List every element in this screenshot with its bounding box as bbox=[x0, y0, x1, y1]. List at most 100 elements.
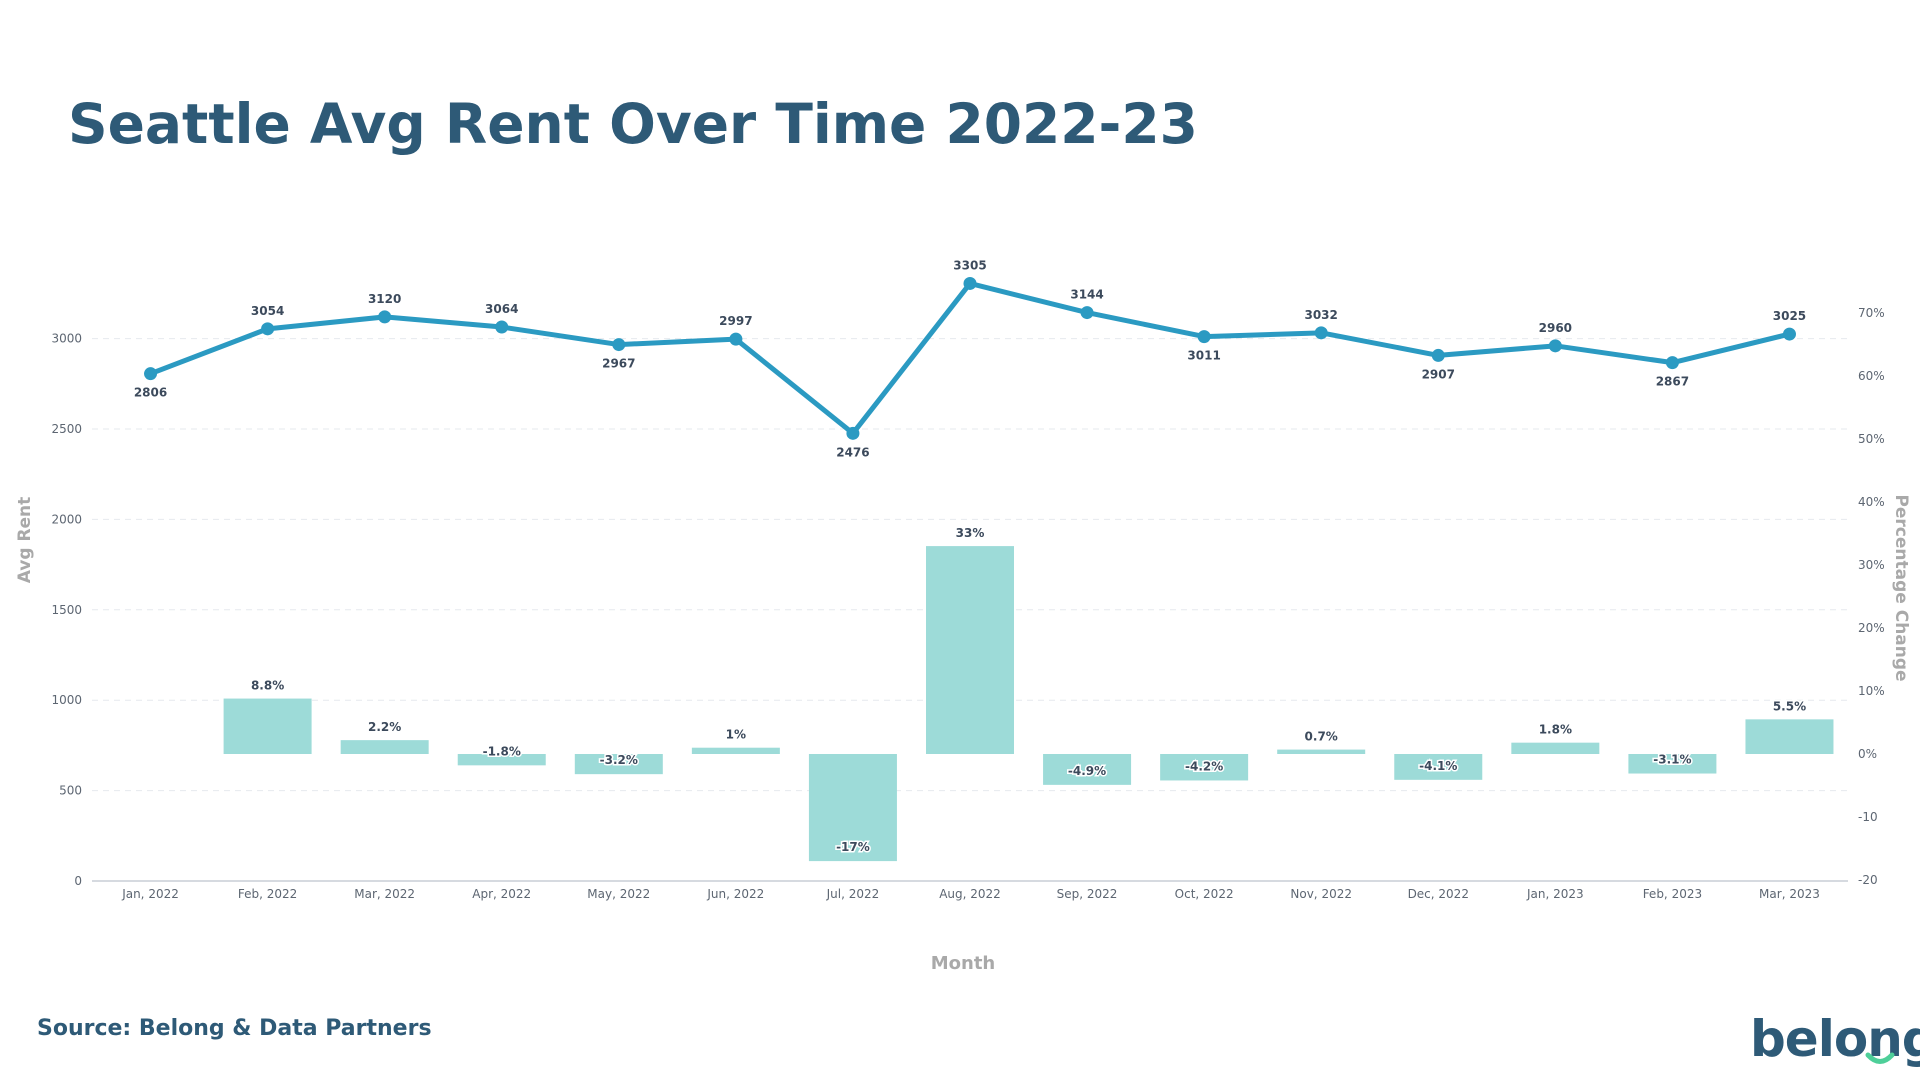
bar-label: -3.1% bbox=[1653, 753, 1691, 767]
y-tick-label: 2000 bbox=[51, 512, 82, 526]
x-tick-label: Nov, 2022 bbox=[1290, 887, 1352, 901]
y2-tick-label: 10% bbox=[1858, 684, 1885, 698]
bar bbox=[340, 740, 429, 754]
line-point bbox=[612, 338, 626, 352]
bar bbox=[808, 754, 897, 862]
x-tick-label: Dec, 2022 bbox=[1408, 887, 1469, 901]
line-point bbox=[495, 320, 509, 334]
bar bbox=[223, 698, 312, 754]
line-point bbox=[963, 276, 977, 290]
point-label: 2997 bbox=[719, 314, 752, 328]
x-axis-title: Month bbox=[931, 953, 996, 974]
bar-label: 33% bbox=[956, 526, 985, 540]
y-axis-title: Avg Rent bbox=[15, 497, 35, 584]
point-label: 3064 bbox=[485, 302, 518, 316]
point-label: 2907 bbox=[1422, 367, 1455, 381]
bar-series bbox=[223, 546, 1834, 862]
y2-tick-label: 40% bbox=[1858, 495, 1885, 509]
bar bbox=[1277, 749, 1366, 754]
point-label: 3025 bbox=[1773, 309, 1806, 323]
y-tick-label: 1500 bbox=[51, 603, 82, 617]
line-point bbox=[729, 332, 743, 346]
bar-label: 0.7% bbox=[1305, 730, 1338, 744]
y2-tick-label: -10 bbox=[1858, 810, 1878, 824]
rent-line bbox=[148, 280, 1792, 436]
source-note: Source: Belong & Data Partners bbox=[37, 1016, 432, 1041]
bar bbox=[1043, 754, 1132, 785]
y2-tick-label: 50% bbox=[1858, 432, 1885, 446]
point-label: 2867 bbox=[1656, 375, 1689, 389]
line-series bbox=[144, 276, 1796, 440]
data-labels: 8.8% 2.2% -1.8% -3.2% 1% -17% 33% -4.9% -4.2% 0.7… bbox=[134, 258, 1808, 855]
chart-title: Seattle Avg Rent Over Time 2022-23 bbox=[68, 92, 1198, 156]
logo-smile-icon bbox=[1865, 1052, 1895, 1064]
y2-tick-label: 30% bbox=[1858, 558, 1885, 572]
grid-lines bbox=[92, 338, 1848, 792]
point-label: 2476 bbox=[836, 445, 869, 459]
axes: 0 500 1000 1500 2000 2500 3000 -20 -10 0% 10% 20% 30… bbox=[51, 306, 1884, 901]
line-point bbox=[1431, 348, 1445, 362]
y-tick-label: 2500 bbox=[51, 422, 82, 436]
bar-label: 8.8% bbox=[251, 679, 284, 693]
bar-label: 2.2% bbox=[368, 720, 401, 734]
line-point bbox=[261, 322, 275, 336]
bar bbox=[1160, 754, 1249, 781]
bar-label: 1.8% bbox=[1539, 723, 1572, 737]
point-label: 3054 bbox=[251, 304, 284, 318]
point-label: 2960 bbox=[1539, 321, 1572, 335]
bar bbox=[457, 754, 546, 766]
x-tick-label: Oct, 2022 bbox=[1175, 887, 1234, 901]
point-label: 2806 bbox=[134, 386, 167, 400]
x-tick-label: Sep, 2022 bbox=[1057, 887, 1118, 901]
line-point bbox=[1080, 306, 1094, 320]
y-tick-label: 0 bbox=[74, 874, 82, 888]
bar-label: -17% bbox=[836, 840, 870, 854]
x-tick-label: Feb, 2022 bbox=[238, 887, 297, 901]
line-point bbox=[1548, 339, 1562, 353]
y2-tick-label: 20% bbox=[1858, 621, 1885, 635]
line-point bbox=[1314, 326, 1328, 340]
bar bbox=[1394, 754, 1483, 780]
line-point bbox=[144, 367, 158, 381]
bar-label: -3.2% bbox=[600, 753, 638, 767]
x-tick-label: Aug, 2022 bbox=[939, 887, 1001, 901]
y2-tick-label: 70% bbox=[1858, 306, 1885, 320]
line-point bbox=[378, 310, 392, 324]
bar bbox=[1745, 719, 1834, 754]
y2-axis-title: Percentage Change bbox=[1891, 494, 1911, 681]
combo-chart: 0 500 1000 1500 2000 2500 3000 -20 -10 0% 10% 20% 30… bbox=[15, 258, 1911, 974]
y2-tick-label: -20 bbox=[1858, 873, 1878, 887]
bar-label: -4.2% bbox=[1185, 759, 1223, 773]
bar-label: -4.1% bbox=[1419, 759, 1457, 773]
point-label: 3144 bbox=[1070, 288, 1103, 302]
x-tick-label: Feb, 2023 bbox=[1643, 887, 1702, 901]
bar bbox=[691, 747, 780, 754]
bar bbox=[574, 754, 663, 775]
y-tick-label: 1000 bbox=[51, 693, 82, 707]
bar-label: 5.5% bbox=[1773, 699, 1806, 713]
x-tick-label: Mar, 2023 bbox=[1759, 887, 1820, 901]
y2-tick-label: 60% bbox=[1858, 369, 1885, 383]
y-tick-label: 3000 bbox=[51, 332, 82, 346]
x-tick-label: Jun, 2022 bbox=[706, 887, 764, 901]
bar-label: -4.9% bbox=[1068, 764, 1106, 778]
y-tick-label: 500 bbox=[59, 784, 82, 798]
line-point bbox=[846, 426, 860, 440]
point-label: 3305 bbox=[953, 258, 986, 272]
point-label: 3011 bbox=[1187, 349, 1220, 363]
bar bbox=[1628, 754, 1717, 774]
x-tick-label: May, 2022 bbox=[587, 887, 650, 901]
bar bbox=[1511, 742, 1600, 754]
line-point bbox=[1665, 356, 1679, 370]
line-point bbox=[1782, 327, 1796, 341]
point-label: 3120 bbox=[368, 292, 401, 306]
bar bbox=[926, 546, 1014, 754]
point-label: 2967 bbox=[602, 357, 635, 371]
x-tick-label: Mar, 2022 bbox=[354, 887, 415, 901]
x-tick-label: Apr, 2022 bbox=[472, 887, 531, 901]
line-point bbox=[1197, 330, 1211, 344]
point-label: 3032 bbox=[1304, 308, 1337, 322]
bar-label: -1.8% bbox=[483, 744, 521, 758]
x-tick-label: Jul, 2022 bbox=[826, 887, 880, 901]
